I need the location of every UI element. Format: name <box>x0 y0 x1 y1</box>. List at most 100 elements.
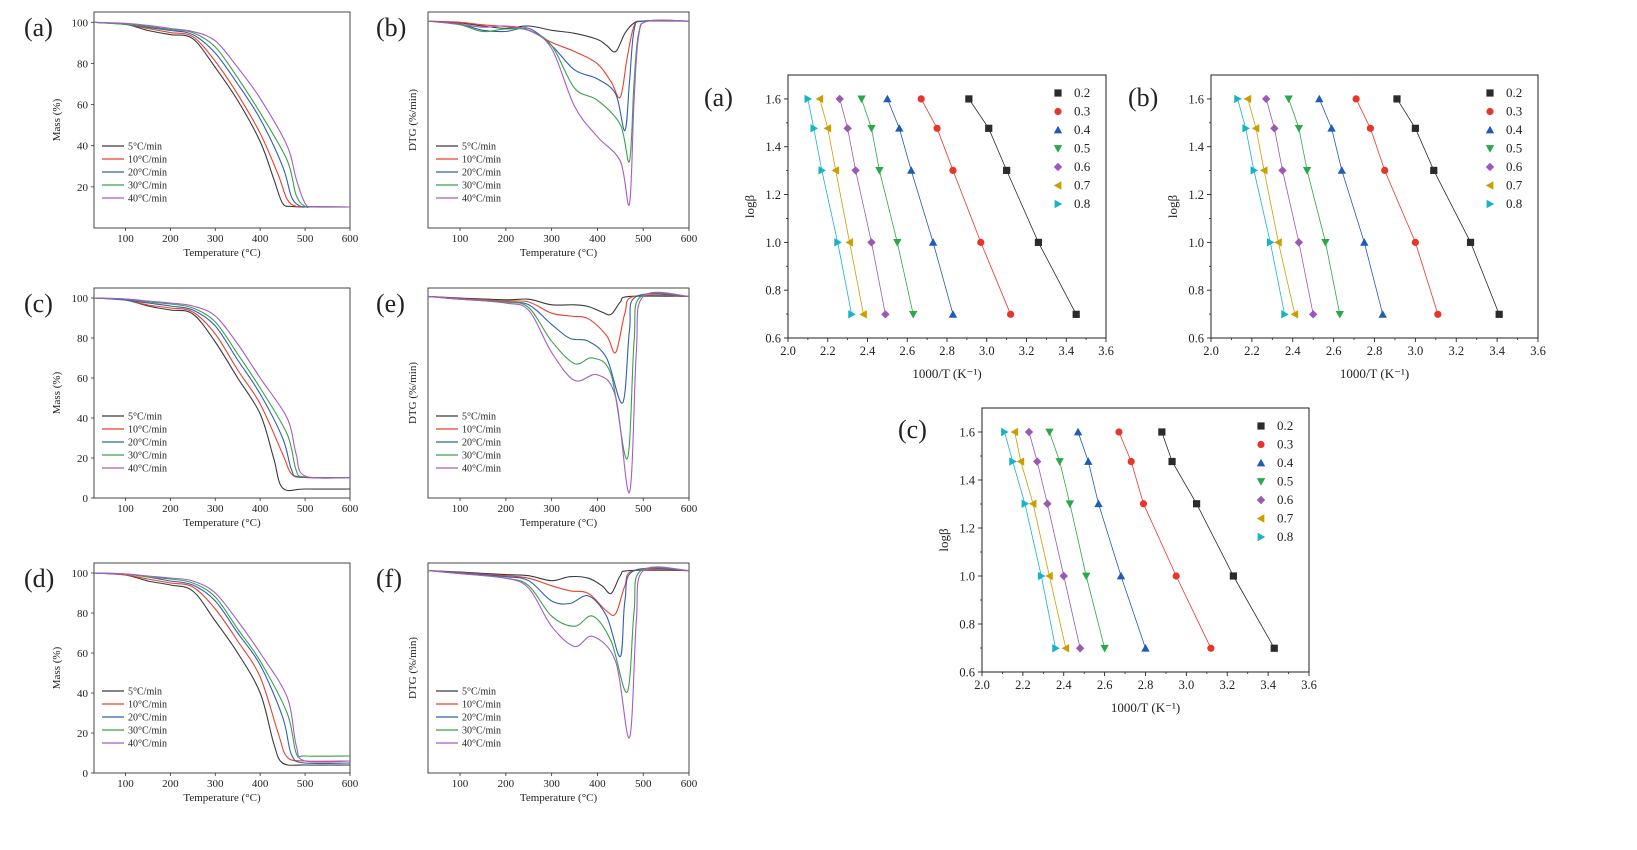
legend-entry: 40°C/min <box>462 194 501 205</box>
kinetic-panel-3: (c) 2.0 2.2 2.4 2.6 2.8 3.0 3.2 3.4 3.6 0.6 0.8 1.0 1… <box>898 407 1317 715</box>
data-point <box>1045 428 1054 437</box>
x-tick-label: 100 <box>117 778 134 790</box>
legend-entry: 0.5 <box>1506 141 1522 156</box>
data-point <box>1024 427 1034 437</box>
data-point <box>1294 124 1304 133</box>
data-point <box>1052 644 1060 653</box>
x-tick-label: 3.0 <box>1408 344 1424 358</box>
x-tick-label: 500 <box>297 233 314 245</box>
legend-marker <box>1486 199 1495 209</box>
x-tick-label: 600 <box>681 503 698 515</box>
legend-entry: 0.6 <box>1277 492 1294 507</box>
data-point <box>823 124 832 133</box>
legend-entry: 0.4 <box>1074 122 1091 137</box>
x-tick-label: 2.0 <box>1203 344 1219 358</box>
series-line-5 <box>93 297 351 479</box>
x-tick-label: 100 <box>452 503 469 515</box>
data-point <box>1028 499 1037 508</box>
fit-line-0.7 <box>1247 98 1296 315</box>
x-tick-label: 600 <box>681 778 698 790</box>
data-point <box>867 238 876 247</box>
series-line-1 <box>93 572 351 766</box>
y-tick-label: 0 <box>83 768 89 780</box>
data-point <box>1378 310 1387 318</box>
y-axis-label: logβ <box>936 528 951 552</box>
legend-entry: 10°C/min <box>128 700 167 711</box>
series-line-5 <box>427 566 690 739</box>
data-point <box>893 239 902 247</box>
y-tick-label: 0.8 <box>1188 284 1204 298</box>
y-axis-label: Mass (%) <box>51 371 63 414</box>
y-tick-label: 1.4 <box>765 140 781 154</box>
data-point <box>1294 238 1304 247</box>
series-line-5 <box>93 21 351 208</box>
legend-marker <box>1257 532 1266 542</box>
x-tick-label: 400 <box>252 503 269 515</box>
y-axis-label: Mass (%) <box>51 646 63 689</box>
legend-entry: 5°C/min <box>462 412 496 423</box>
y-tick-label: 60 <box>77 648 89 660</box>
fit-line-0.7 <box>819 98 864 315</box>
legend-entry: 40°C/min <box>128 194 167 205</box>
x-axis-label: Temperature (°C) <box>183 792 261 804</box>
panel-label: (d) <box>24 564 54 593</box>
legend-entry: 5°C/min <box>128 687 162 698</box>
series-line-2 <box>93 21 351 208</box>
legend-marker <box>1485 181 1494 190</box>
data-point <box>1094 499 1103 508</box>
legend-entry: 0.4 <box>1277 455 1294 470</box>
legend-entry: 5°C/min <box>462 142 496 153</box>
x-tick-label: 2.2 <box>820 344 836 358</box>
x-tick-label: 500 <box>297 778 314 790</box>
tga-panel-2: (b) 100 200 300 400 500 600 Temperature (°C) DTG… <box>376 11 698 259</box>
data-point <box>831 166 840 175</box>
x-axis-label: 1000/T (K⁻¹) <box>1340 366 1409 381</box>
panel-label: (a) <box>24 13 53 42</box>
x-tick-label: 400 <box>589 778 606 790</box>
y-axis-label: DTG (%/min) <box>407 637 419 699</box>
data-point <box>1381 166 1389 174</box>
x-axis-label: 1000/T (K⁻¹) <box>1111 700 1180 715</box>
data-point <box>1021 499 1030 508</box>
series-line-4 <box>427 292 690 460</box>
y-axis-label: DTG (%/min) <box>407 362 419 424</box>
data-point <box>1172 572 1180 580</box>
data-point <box>1430 166 1438 174</box>
x-axis-label: Temperature (°C) <box>183 247 261 259</box>
panel-label: (c) <box>24 289 53 318</box>
data-point <box>1242 124 1250 133</box>
legend-entry: 10°C/min <box>128 425 167 436</box>
legend-entry: 0.8 <box>1277 529 1293 544</box>
legend-marker <box>1485 145 1495 153</box>
x-axis-label: Temperature (°C) <box>520 792 598 804</box>
legend-entry: 20°C/min <box>128 713 167 724</box>
data-point <box>1084 457 1093 465</box>
data-point <box>1315 94 1324 103</box>
data-point <box>804 94 813 104</box>
legend-marker <box>1054 199 1063 209</box>
x-tick-label: 200 <box>498 503 515 515</box>
x-tick-label: 500 <box>297 503 314 515</box>
x-tick-label: 500 <box>635 233 652 245</box>
data-point <box>948 310 958 318</box>
x-tick-label: 2.2 <box>1244 344 1260 358</box>
data-point <box>1360 238 1369 246</box>
series-line-3 <box>427 567 690 658</box>
y-tick-label: 1.6 <box>1188 92 1204 106</box>
legend-marker <box>1054 89 1062 97</box>
legend-entry: 40°C/min <box>128 464 167 475</box>
x-tick-label: 400 <box>252 778 269 790</box>
legend-entry: 10°C/min <box>462 155 501 166</box>
legend-entry: 5°C/min <box>462 687 496 698</box>
data-point <box>1139 500 1148 508</box>
panel-label: (b) <box>376 13 406 42</box>
legend-entry: 10°C/min <box>128 155 167 166</box>
series-line-1 <box>427 20 690 53</box>
y-tick-label: 1.0 <box>765 236 781 250</box>
x-tick-label: 200 <box>498 778 515 790</box>
y-tick-label: 0 <box>83 493 89 505</box>
x-tick-label: 2.4 <box>1285 344 1301 358</box>
series-line-2 <box>93 297 351 479</box>
legend-marker <box>1485 125 1495 134</box>
